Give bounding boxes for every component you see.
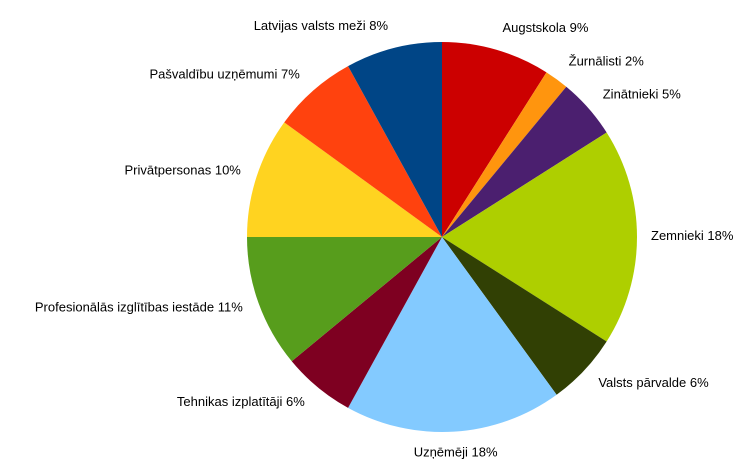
slice-value: 5% (662, 87, 681, 102)
slice-category: Pašvaldību uzņēmumi (149, 67, 277, 82)
pie-slice (247, 237, 442, 362)
slice-category: Žurnālisti (569, 54, 622, 69)
slice-value: 18% (472, 445, 498, 459)
slice-value: 10% (215, 163, 241, 178)
pie-slice (442, 42, 547, 237)
slice-value: 9% (570, 20, 589, 35)
slice-category: Profesionālās izglītības iestāde (35, 300, 214, 315)
slice-value: 18% (707, 228, 733, 243)
slice-label: Profesionālās izglītības iestāde 11% (35, 300, 243, 315)
slice-label: Pašvaldību uzņēmumi 7% (149, 67, 300, 82)
slice-category: Privātpersonas (125, 163, 212, 178)
slice-category: Valsts pārvalde (598, 375, 686, 390)
slice-label: Uzņēmēji 18% (414, 445, 498, 459)
slice-label: Zinātnieki 5% (603, 87, 681, 102)
pie-slice (247, 122, 442, 237)
slice-label: Latvijas valsts meži 8% (254, 18, 389, 33)
slice-category: Zemnieki (651, 228, 704, 243)
pie-slice (348, 237, 557, 432)
pie-slice (348, 42, 442, 237)
pie-slice (442, 72, 567, 238)
pie-slice (284, 66, 442, 237)
slice-label: Tehnikas izplatītāji 6% (177, 394, 305, 409)
slice-label: Privātpersonas 10% (125, 163, 242, 178)
slice-category: Zinātnieki (603, 87, 659, 102)
pie-slice (442, 86, 607, 238)
slice-label: Valsts pārvalde 6% (598, 375, 709, 390)
slice-value: 2% (625, 54, 644, 69)
slice-value: 11% (218, 300, 243, 315)
slice-category: Uzņēmēji (414, 445, 468, 459)
slice-category: Augstskola (502, 20, 566, 35)
slice-label: Žurnālisti 2% (569, 54, 645, 69)
slice-value: 6% (690, 375, 709, 390)
slice-label: Zemnieki 18% (651, 228, 734, 243)
slice-category: Tehnikas izplatītāji (177, 394, 283, 409)
slice-value: 8% (369, 18, 388, 33)
slice-label: Augstskola 9% (502, 20, 588, 35)
slice-value: 6% (286, 394, 305, 409)
pie-slice (442, 237, 607, 395)
pie-slice (442, 132, 637, 342)
slice-value: 7% (281, 67, 300, 82)
slice-category: Latvijas valsts meži (254, 18, 366, 33)
pie-slice (291, 237, 442, 408)
